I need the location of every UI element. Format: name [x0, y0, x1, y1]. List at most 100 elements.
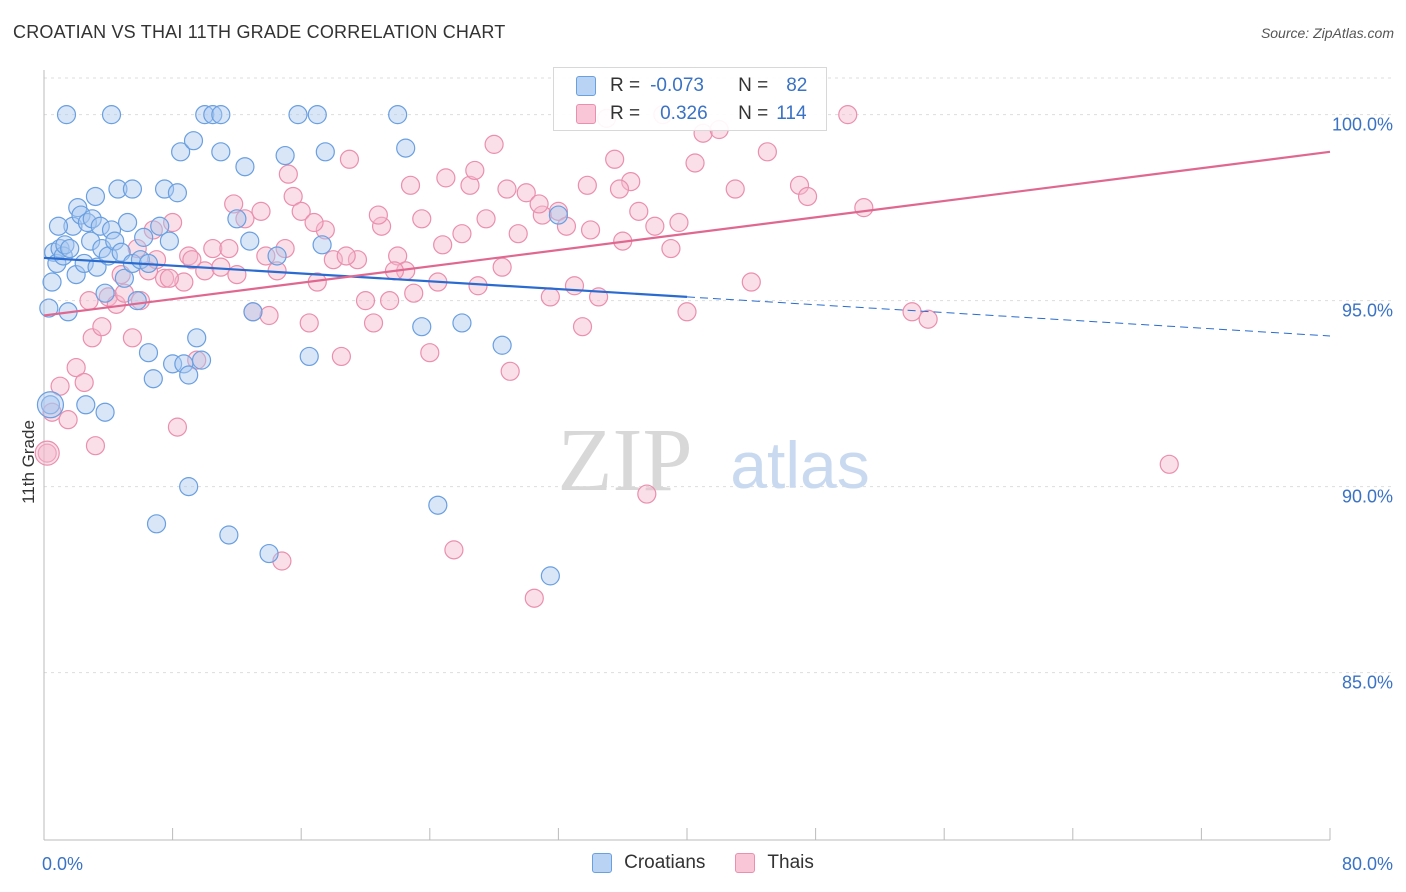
thais-point: [420, 343, 440, 363]
croatians-point: [312, 235, 332, 255]
croatians-trend-extension: [686, 296, 1331, 337]
thais-point: [669, 212, 689, 233]
thais-point: [167, 417, 188, 437]
thais-point: [37, 443, 57, 463]
thais-point: [577, 175, 597, 195]
thais-point: [1159, 454, 1179, 474]
thais-point: [224, 194, 244, 214]
thais-point: [336, 246, 356, 266]
thais-swatch: [576, 104, 596, 124]
croatians-point: [428, 495, 448, 515]
y-tick-label: 95.0%: [1342, 301, 1393, 321]
thais-point: [492, 257, 512, 277]
thais-point: [532, 205, 552, 225]
croatians-point: [48, 216, 69, 236]
croatians-point: [117, 212, 138, 233]
croatians-point: [105, 231, 125, 251]
croatians-point: [187, 328, 207, 348]
thais-point: [159, 268, 179, 288]
x-tick-label-min: 0.0%: [42, 854, 83, 874]
thais-point: [500, 361, 520, 381]
legend-n-value: 114: [776, 103, 807, 124]
thais-point: [368, 205, 388, 225]
thais-point: [629, 201, 649, 221]
thais-point: [187, 350, 207, 370]
croatians-point: [235, 157, 255, 177]
tick-labels: 85.0% 90.0% 95.0% 100.0% 0.0% 80.0%: [42, 115, 1393, 874]
croatians-swatch: [576, 76, 596, 96]
croatians-point: [540, 566, 560, 586]
thais-point: [412, 209, 432, 229]
thais-point: [339, 149, 360, 169]
y-tick-label: 100.0%: [1332, 115, 1393, 135]
croatians-point: [159, 231, 179, 251]
croatians-point: [101, 220, 122, 240]
thais-point: [436, 168, 456, 188]
croatians-point: [219, 525, 239, 545]
croatians-point: [36, 391, 65, 419]
croatians-point: [307, 105, 327, 125]
y-tick-label: 90.0%: [1342, 487, 1393, 507]
thais-point: [725, 179, 745, 199]
croatians-point: [227, 209, 247, 229]
croatians-point: [211, 105, 231, 125]
thais-point: [235, 209, 255, 229]
legend-n-label: N =: [738, 75, 769, 96]
croatians-trend-line: [43, 256, 688, 299]
thais-point: [677, 302, 697, 322]
thais-point: [476, 209, 496, 229]
legend-r-value: -0.073: [650, 75, 704, 96]
thais-point: [371, 216, 392, 236]
croatians-points: [36, 105, 569, 586]
thais-point: [524, 588, 544, 608]
thais-point: [182, 250, 202, 270]
legend-r-label: R =: [610, 75, 641, 96]
legend-item-croatians[interactable]: Croatians: [592, 852, 705, 874]
thais-point: [363, 313, 384, 333]
thais-point: [34, 440, 60, 466]
y-axis-label: 11th Grade: [19, 420, 38, 504]
watermark-atlas: atlas: [730, 428, 869, 502]
thais-point: [918, 309, 938, 329]
thais-point: [355, 291, 376, 311]
thais-point: [74, 372, 94, 393]
thais-trend-line: [43, 150, 1331, 317]
croatians-point: [240, 231, 260, 251]
croatians-point: [492, 335, 512, 355]
thais-point: [465, 160, 485, 181]
croatians-point: [243, 302, 263, 322]
legend-item-thais[interactable]: Thais: [735, 852, 814, 874]
croatians-point: [167, 183, 188, 203]
croatians-point: [71, 205, 91, 225]
croatians-point: [179, 365, 199, 385]
thais-point: [92, 317, 112, 337]
legend-n-label: N =: [738, 103, 769, 124]
thais-point: [331, 346, 351, 367]
thais-point: [275, 238, 295, 259]
thais-point: [621, 171, 641, 192]
thais-point: [838, 105, 858, 125]
thais-point: [85, 436, 106, 456]
croatians-point: [315, 142, 335, 162]
thais-point: [741, 272, 761, 292]
thais-point: [484, 134, 504, 154]
croatians-point: [150, 216, 170, 236]
croatians-point: [179, 477, 199, 497]
thais-point: [304, 212, 324, 233]
croatians-legend-swatch: [592, 853, 613, 873]
legend-row-croatians: R = -0.073 N = 82: [576, 73, 807, 99]
croatians-point: [183, 131, 204, 151]
croatians-point: [95, 402, 115, 422]
thais-point: [661, 238, 681, 259]
trend-lines: [43, 150, 1331, 337]
croatians-point: [275, 145, 295, 166]
croatians-point: [101, 105, 122, 125]
croatians-point: [288, 105, 308, 125]
thais-point: [580, 220, 601, 240]
thais-point: [179, 246, 199, 266]
croatians-point: [259, 543, 279, 564]
croatians-point: [203, 105, 223, 125]
thais-point: [797, 186, 818, 207]
croatians-point: [66, 264, 86, 285]
